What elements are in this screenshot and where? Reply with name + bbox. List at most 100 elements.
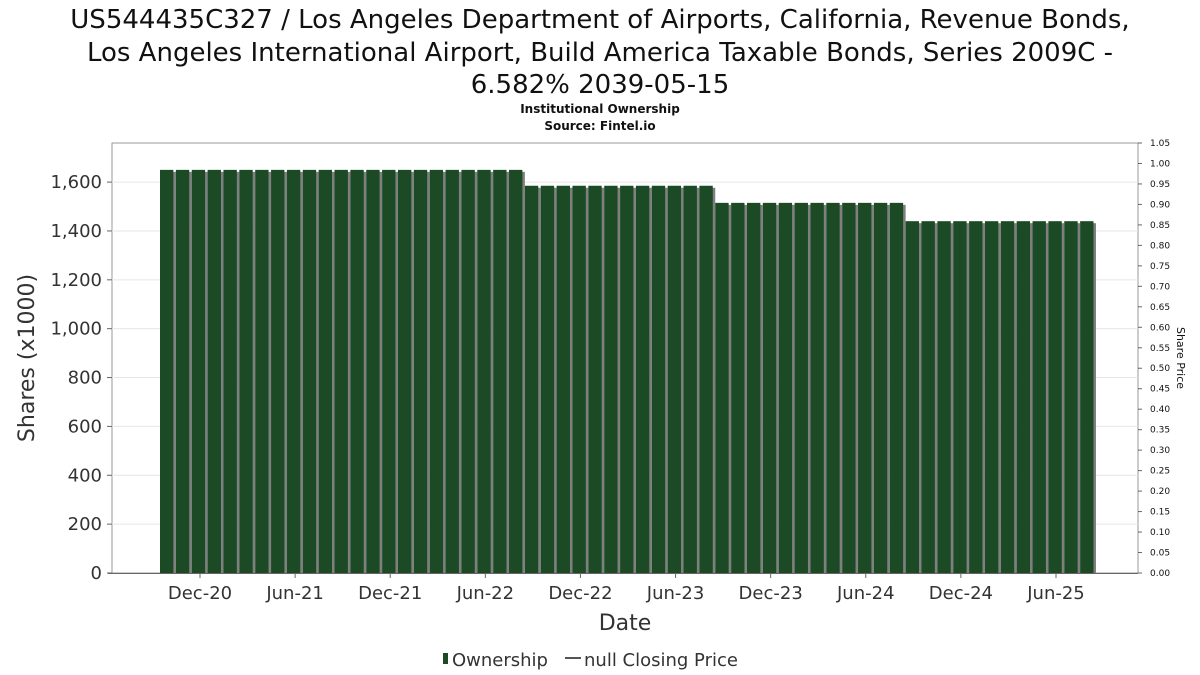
bar-ownership [493, 169, 507, 573]
bar-ownership [794, 202, 808, 573]
bar-ownership [572, 185, 586, 573]
bar-ownership [160, 169, 174, 573]
y2-tick-label: 0.95 [1150, 180, 1170, 190]
bar-ownership [667, 185, 682, 573]
bar-ownership [207, 169, 221, 573]
legend-closing-price-label: null Closing Price [584, 650, 738, 671]
bar-ownership [540, 185, 555, 573]
y2-tick-label: 0.45 [1150, 385, 1170, 395]
bar-ownership [239, 169, 253, 573]
y2-tick-label: 0.05 [1150, 549, 1170, 559]
y2-tick-label: 0.70 [1150, 282, 1170, 292]
y-tick-label: 1,600 [50, 172, 102, 193]
x-tick-label: Jun-23 [646, 583, 705, 604]
bar-ownership [1048, 221, 1062, 573]
bar-ownership [715, 202, 729, 573]
y2-tick-label: 0.30 [1150, 446, 1170, 456]
bar-ownership [620, 185, 634, 573]
y-tick-label: 800 [68, 368, 102, 389]
chart-title-line-2: Los Angeles International Airport, Build… [87, 38, 1113, 68]
y2-tick-label: 0.20 [1150, 487, 1170, 497]
x-tick-label: Dec-21 [358, 583, 422, 604]
bar-ownership [255, 169, 269, 573]
y2-tick-label: 0.10 [1150, 528, 1170, 538]
y2-tick-label: 0.40 [1150, 405, 1170, 415]
y2-tick-label: 0.00 [1150, 569, 1170, 579]
y-tick-label: 0 [91, 563, 102, 584]
x-tick-label: Jun-21 [265, 583, 324, 604]
bar-ownership [302, 169, 317, 573]
chart-subtitle-line-2: Source: Fintel.io [544, 119, 655, 133]
bar-ownership [953, 221, 967, 573]
bar-ownership [889, 202, 904, 573]
bar-ownership [937, 221, 951, 573]
bar-ownership [778, 202, 793, 573]
y2-tick-label: 0.25 [1150, 467, 1170, 477]
bar-ownership [842, 202, 856, 573]
x-axis: Dec-20 Jun-21 Dec-21 Jun-22 Dec-22 Jun-23 Dec-… [168, 573, 1085, 604]
bar-series-ownership [160, 169, 1096, 573]
bar-ownership [746, 202, 761, 573]
x-tick-label: Jun-25 [1026, 583, 1085, 604]
bar-ownership [445, 169, 459, 573]
bar-ownership [858, 202, 872, 573]
bar-ownership [524, 185, 539, 573]
bar-ownership [905, 221, 919, 573]
x-tick-label: Jun-22 [456, 583, 515, 604]
bar-ownership [683, 185, 697, 573]
chart-title: US544435C327 / Los Angeles Department of… [70, 5, 1129, 100]
y-axis-left: 0 200 400 600 800 1,000 1,200 1,400 1,600 [50, 172, 112, 584]
bar-ownership [350, 169, 364, 573]
bar-ownership [810, 202, 824, 573]
y-axis-label: Shares (x1000) [15, 274, 40, 442]
bar-ownership [651, 185, 666, 573]
bar-ownership [1032, 221, 1046, 573]
x-tick-label: Dec-23 [739, 583, 803, 604]
y-tick-label: 400 [68, 465, 102, 486]
bar-ownership [413, 169, 428, 573]
y-tick-label: 200 [68, 514, 102, 535]
bar-ownership [762, 202, 777, 573]
y2-axis-label: Share Price [1174, 327, 1187, 389]
bar-ownership [191, 169, 206, 573]
bar-ownership [286, 169, 301, 573]
bar-ownership [635, 185, 650, 573]
bar-ownership [366, 169, 380, 573]
y2-tick-label: 0.60 [1150, 323, 1170, 333]
x-axis-label: Date [599, 611, 652, 636]
x-tick-label: Jun-24 [836, 583, 895, 604]
y-tick-label: 1,400 [50, 221, 102, 242]
legend-ownership-swatch [443, 653, 448, 664]
y2-tick-label: 0.75 [1150, 262, 1170, 272]
bar-ownership [1016, 221, 1031, 573]
bar-ownership [921, 221, 935, 573]
x-tick-label: Dec-22 [548, 583, 612, 604]
bar-ownership [397, 169, 412, 573]
y2-tick-label: 0.85 [1150, 221, 1170, 231]
y2-tick-label: 0.35 [1150, 426, 1170, 436]
y2-tick-label: 0.55 [1150, 344, 1170, 354]
y-tick-label: 600 [68, 416, 102, 437]
x-tick-label: Dec-20 [168, 583, 232, 604]
bar-ownership [223, 169, 237, 573]
y2-tick-label: 0.15 [1150, 508, 1170, 518]
bar-ownership [429, 169, 444, 573]
bar-ownership [731, 202, 745, 573]
y-axis-right: 0.00 0.05 0.10 0.15 0.20 0.25 0.30 0.35 0.40 0.45… [1138, 139, 1170, 579]
bar-ownership [588, 185, 602, 573]
bar-ownership [699, 185, 713, 573]
y2-tick-label: 0.50 [1150, 364, 1170, 374]
bar-ownership [334, 169, 348, 573]
bar-ownership [969, 221, 983, 573]
bar-ownership [556, 185, 570, 573]
bar-ownership [509, 169, 523, 573]
chart-title-line-1: US544435C327 / Los Angeles Department of… [70, 5, 1129, 35]
legend: Ownership null Closing Price [443, 650, 738, 671]
chart-subtitle-line-1: Institutional Ownership [520, 102, 680, 116]
y2-tick-label: 1.00 [1150, 159, 1170, 169]
y2-tick-label: 1.05 [1150, 139, 1170, 149]
bar-ownership [175, 169, 190, 573]
bar-ownership [1064, 221, 1078, 573]
bar-ownership [318, 169, 333, 573]
